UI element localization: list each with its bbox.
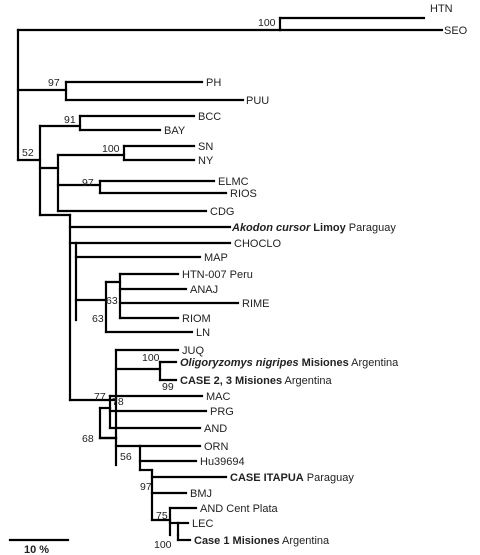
taxon-label: RIME bbox=[242, 298, 270, 310]
taxon-name: CASE 2, 3 bbox=[180, 375, 232, 387]
support-value: 97 bbox=[48, 77, 60, 89]
taxon-label-case-itapua: CASE ITAPUA Paraguay bbox=[230, 472, 354, 484]
taxon-label: LN bbox=[196, 327, 210, 339]
support-value: 68 bbox=[82, 433, 94, 445]
taxon-species: Oligoryzomys nigripes bbox=[180, 357, 299, 369]
taxon-label: HTN-007 Peru bbox=[182, 269, 253, 281]
support-value: 100 bbox=[258, 17, 276, 29]
support-value: 97 bbox=[140, 481, 152, 493]
taxon-label-case-1: Case 1 Misiones Argentina bbox=[194, 535, 330, 547]
taxon-label: ELMC bbox=[218, 176, 249, 188]
taxon-label: NY bbox=[198, 155, 214, 167]
taxon-country: Argentina bbox=[280, 535, 330, 547]
taxon-label: Hu39694 bbox=[200, 456, 245, 468]
taxon-label-case-2-3: CASE 2, 3 Misiones Argentina bbox=[180, 375, 333, 387]
taxon-country: Argentina bbox=[349, 357, 399, 369]
support-value: 100 bbox=[102, 143, 120, 155]
support-values: 100 97 91 52 100 97 63 63 100 99 77 78 6… bbox=[22, 17, 276, 551]
taxon-label: SEO bbox=[444, 25, 468, 37]
support-value: 100 bbox=[142, 352, 160, 364]
taxon-label: MAC bbox=[206, 391, 231, 403]
taxon-labels: HTN SEO PH PUU BCC BAY SN NY ELMC RIOS C… bbox=[164, 3, 468, 547]
tree-branches bbox=[8, 16, 444, 542]
taxon-country: Paraguay bbox=[346, 222, 397, 234]
support-value: 77 bbox=[94, 391, 106, 403]
taxon-label: SN bbox=[198, 141, 213, 153]
support-value: 78 bbox=[112, 396, 124, 408]
taxon-name: Case 1 Misiones bbox=[194, 535, 280, 547]
taxon-label: BCC bbox=[198, 111, 221, 123]
support-value: 75 bbox=[156, 510, 168, 522]
taxon-label-oligoryzomys: Oligoryzomys nigripes Misiones Argentina bbox=[180, 357, 399, 369]
taxon-place: Misiones bbox=[299, 357, 349, 369]
scale-bar-label: 10 % bbox=[24, 544, 49, 555]
support-value: 97 bbox=[82, 177, 94, 189]
taxon-place: Limoy bbox=[310, 222, 346, 234]
taxon-label: PUU bbox=[246, 95, 269, 107]
taxon-label: LEC bbox=[192, 518, 213, 530]
taxon-label: BMJ bbox=[190, 488, 212, 500]
taxon-label: BAY bbox=[164, 125, 186, 137]
taxon-label: ORN bbox=[204, 441, 229, 453]
taxon-country: Argentina bbox=[282, 375, 332, 387]
taxon-label: HTN bbox=[430, 3, 453, 15]
support-value: 91 bbox=[64, 114, 76, 126]
taxon-place: Misiones bbox=[232, 375, 282, 387]
support-value: 99 bbox=[162, 381, 174, 393]
support-value: 63 bbox=[92, 313, 104, 325]
support-value: 100 bbox=[154, 539, 172, 551]
taxon-label: AND bbox=[204, 423, 227, 435]
support-value: 56 bbox=[120, 451, 132, 463]
taxon-label: RIOM bbox=[182, 313, 211, 325]
taxon-label: PH bbox=[206, 77, 221, 89]
support-value: 63 bbox=[106, 295, 118, 307]
taxon-label: JUQ bbox=[182, 345, 204, 357]
taxon-label: AND Cent Plata bbox=[200, 503, 279, 515]
taxon-name: CASE ITAPUA bbox=[230, 472, 304, 484]
taxon-label: CDG bbox=[210, 206, 234, 218]
taxon-label: RIOS bbox=[230, 188, 257, 200]
taxon-species: Akodon cursor bbox=[231, 222, 311, 234]
taxon-label: CHOCLO bbox=[234, 238, 282, 250]
taxon-label: PRG bbox=[210, 406, 234, 418]
taxon-label-akodon: Akodon cursor Limoy Paraguay bbox=[231, 222, 396, 234]
taxon-country: Paraguay bbox=[304, 472, 355, 484]
taxon-label: MAP bbox=[204, 252, 228, 264]
support-value: 52 bbox=[22, 147, 34, 159]
taxon-label: ANAJ bbox=[190, 284, 218, 296]
